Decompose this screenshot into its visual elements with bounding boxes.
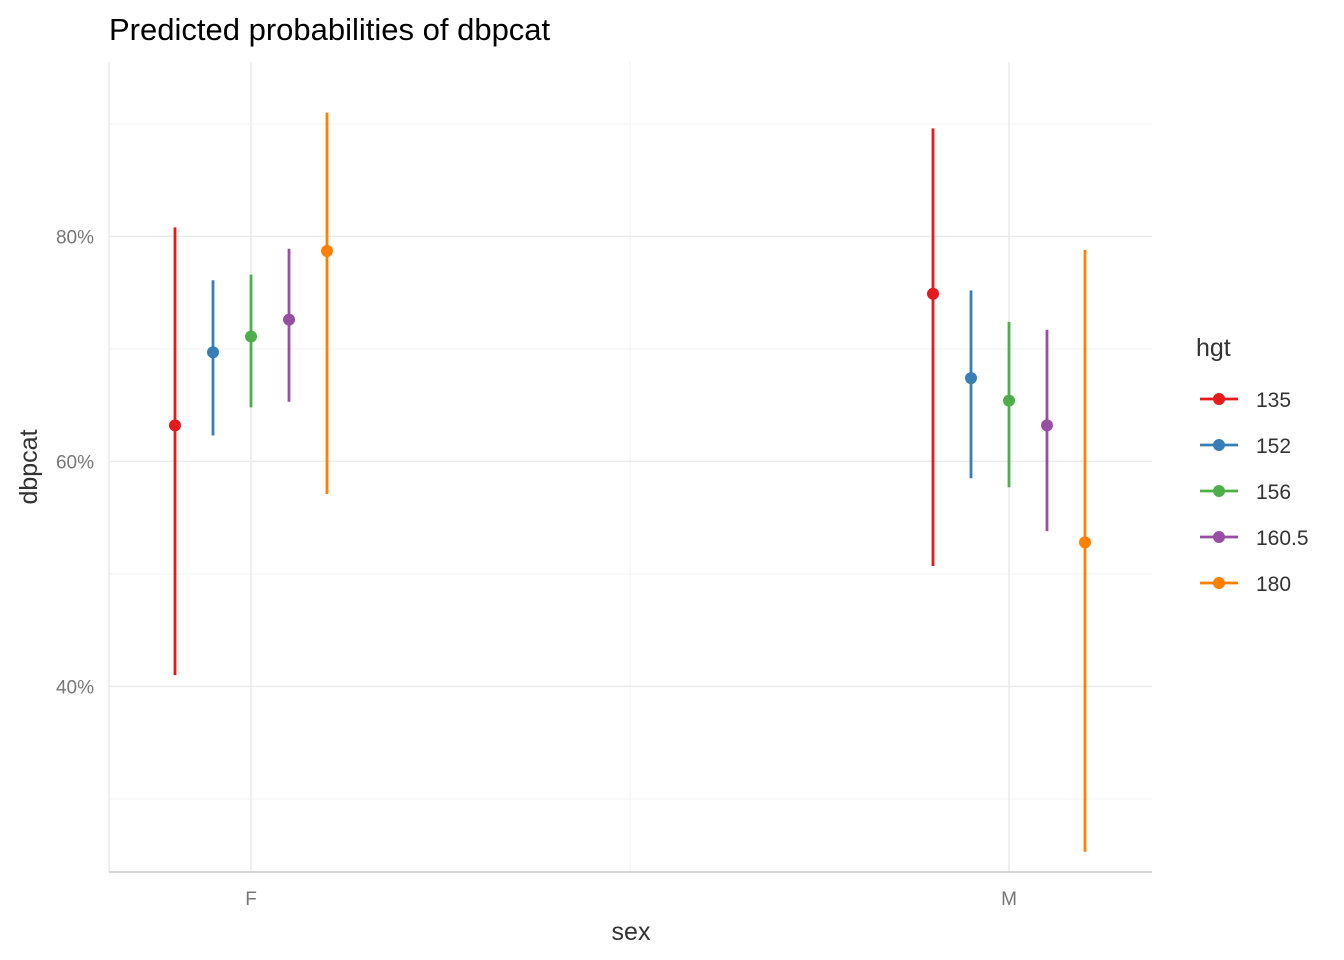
legend-key-point [1213,393,1225,405]
estimate-point [207,346,219,359]
estimate-point [927,287,939,300]
grid [108,62,1152,872]
x-tick-label: F [245,889,257,910]
estimate-point [245,330,257,343]
estimate-point [283,313,295,326]
legend-label: 160.5 [1256,527,1309,550]
estimate-point [965,372,977,385]
y-tick-labels: 40% 60% 80% [56,227,94,698]
legend-title: hgt [1196,334,1231,362]
chart-title: Predicted probabilities of dbpcat [109,12,551,47]
legend-key-point [1213,485,1225,497]
estimate-point [1079,536,1091,549]
estimate-point [1003,394,1015,407]
estimate-point [169,419,181,432]
legend-label: 180 [1256,573,1291,596]
y-tick-label: 80% [56,227,94,248]
legend-key-point [1213,577,1225,589]
legend: hgt 135 152 156 160.5 180 [1196,334,1309,596]
legend-label: 156 [1256,481,1291,504]
y-tick-label: 60% [56,452,94,473]
legend-key-point [1213,439,1225,451]
x-tick-label: M [1001,889,1017,910]
error-bars [169,112,1091,852]
x-axis-title: sex [612,918,651,946]
y-tick-label: 40% [56,677,94,698]
legend-key-point [1213,531,1225,543]
legend-label: 152 [1256,435,1291,458]
legend-label: 135 [1256,389,1291,412]
estimate-point [321,245,333,257]
estimate-point [1041,419,1053,432]
y-axis-title: dbpcat [15,429,43,504]
